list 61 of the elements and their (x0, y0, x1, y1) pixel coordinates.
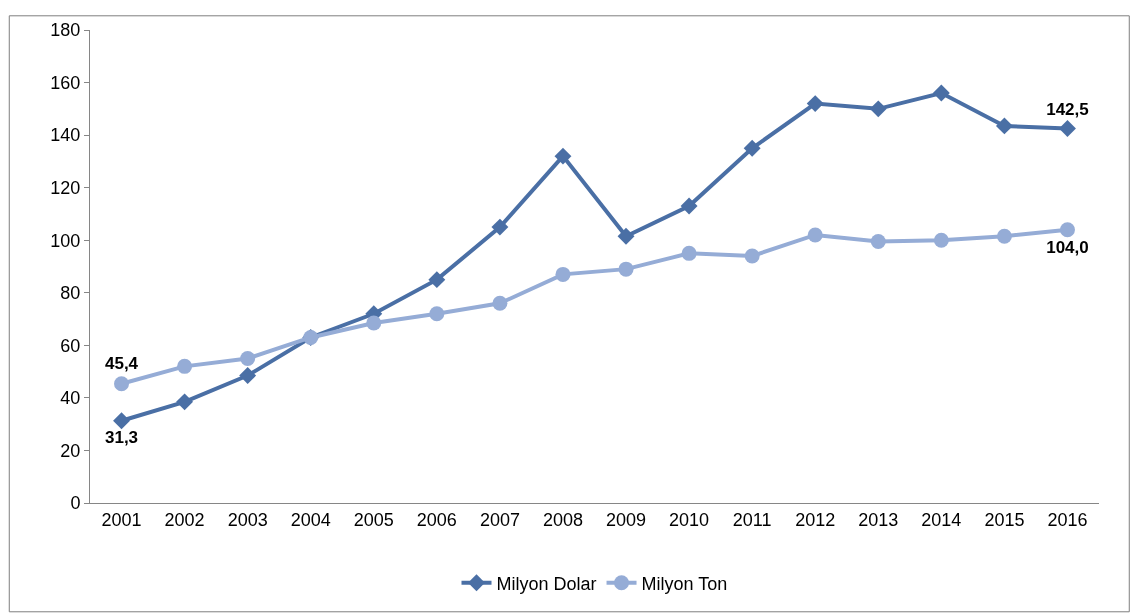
point (996, 228, 1012, 244)
y-tick-label: 20 (60, 440, 81, 461)
x-tick-label: 2014 (921, 509, 962, 530)
y-tick-label: 80 (60, 283, 81, 304)
point (933, 232, 949, 248)
point (240, 350, 256, 366)
point (806, 95, 824, 113)
point (618, 261, 634, 277)
x-tick-label: 2011 (732, 509, 772, 530)
x-tick-label: 2005 (353, 509, 394, 530)
point (995, 117, 1013, 135)
point (239, 367, 257, 384)
point (428, 271, 446, 289)
x-tick-label: 2004 (290, 509, 331, 530)
point (617, 227, 635, 245)
y-tick-label: 100 (50, 230, 81, 251)
x-tick-label: 2015 (984, 509, 1025, 530)
point (555, 266, 571, 282)
point (491, 218, 509, 236)
point (1059, 120, 1076, 137)
point (554, 147, 572, 165)
point (932, 84, 950, 102)
data-label: 104,0 (1046, 237, 1089, 257)
point (681, 245, 697, 261)
legend-label: Milyon Ton (641, 573, 728, 594)
x-tick-label: 2003 (227, 509, 268, 530)
y-tick-label: 160 (50, 72, 81, 93)
x-tick-label: 2001 (101, 509, 142, 530)
point (366, 315, 382, 331)
x-tick-label: 2007 (479, 509, 520, 530)
data-label: 45,4 (104, 354, 139, 374)
point (807, 227, 823, 243)
x-tick-label: 2008 (542, 509, 583, 530)
x-tick-label: 2002 (164, 509, 205, 530)
point (429, 306, 445, 322)
point (113, 412, 130, 430)
point (744, 248, 760, 264)
data-label: 31,3 (104, 427, 139, 447)
point (114, 376, 130, 392)
point (177, 358, 193, 374)
y-tick-label: 40 (60, 388, 81, 409)
legend-label: Milyon Dolar (496, 573, 597, 594)
x-tick-label: 2009 (606, 509, 647, 530)
x-tick-label: 2012 (795, 509, 836, 530)
y-tick-label: 180 (50, 20, 81, 41)
point (870, 234, 886, 250)
y-tick-label: 60 (60, 335, 81, 356)
point (176, 393, 194, 411)
y-tick-label: 140 (50, 125, 81, 146)
point (1059, 222, 1075, 238)
x-tick-label: 2006 (416, 509, 457, 530)
point (680, 197, 698, 215)
data-label: 142,5 (1046, 100, 1089, 120)
y-tick-label: 120 (50, 177, 81, 198)
y-tick-label: 0 (70, 493, 81, 514)
point (743, 139, 761, 157)
x-tick-label: 2016 (1047, 509, 1088, 530)
point (492, 295, 508, 311)
x-tick-label: 2013 (858, 509, 899, 530)
point (869, 100, 887, 118)
x-tick-label: 2010 (669, 509, 710, 530)
